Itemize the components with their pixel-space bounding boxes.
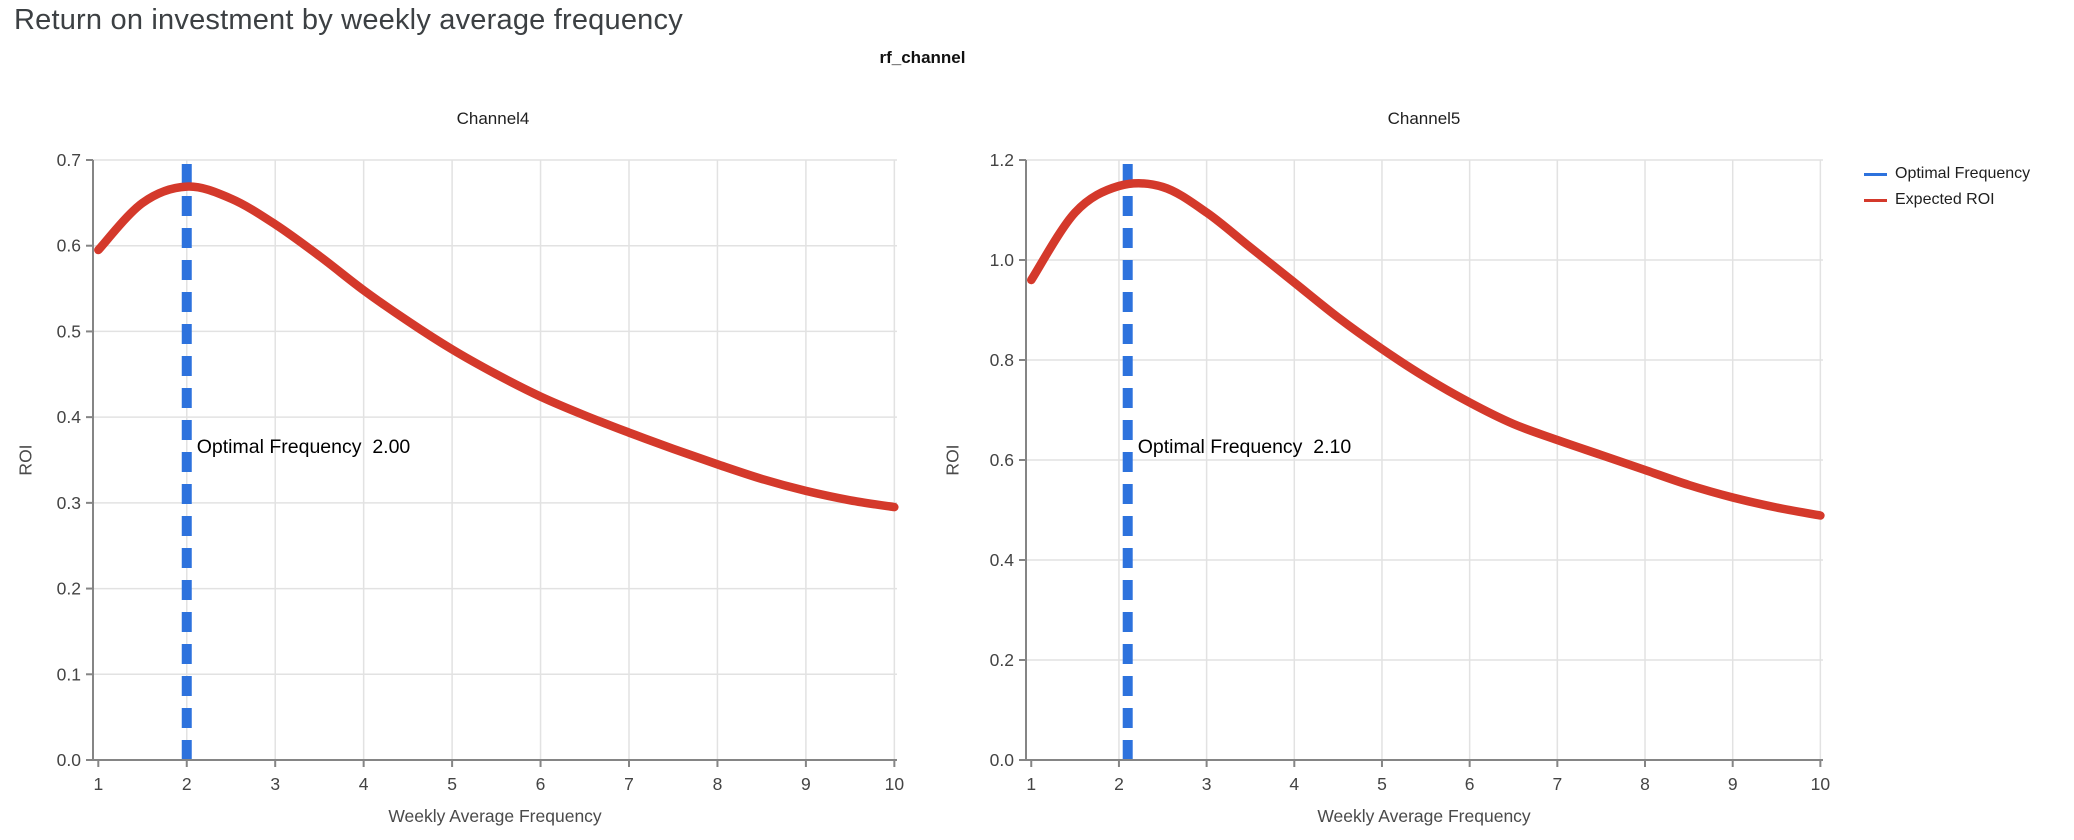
svg-text:0.7: 0.7 [57, 150, 81, 170]
svg-text:7: 7 [1552, 774, 1562, 794]
svg-text:8: 8 [1640, 774, 1650, 794]
svg-text:0.6: 0.6 [990, 450, 1014, 470]
svg-text:0.0: 0.0 [990, 750, 1015, 770]
svg-text:5: 5 [447, 774, 457, 794]
optimal-frequency-line-swatch [1864, 172, 1887, 176]
svg-text:10: 10 [1811, 774, 1831, 794]
svg-text:1: 1 [1026, 774, 1036, 794]
svg-text:9: 9 [1728, 774, 1738, 794]
svg-text:0.1: 0.1 [57, 664, 81, 684]
svg-text:2: 2 [182, 774, 192, 794]
svg-text:10: 10 [885, 774, 905, 794]
legend-item-expected-roi[interactable]: Expected ROI [1864, 187, 2030, 213]
legend-label: Optimal Frequency [1895, 165, 2031, 182]
subplot-title-channel4: Channel4 [456, 109, 530, 128]
svg-text:9: 9 [801, 774, 811, 794]
y-axis-label-right: ROI [942, 444, 963, 476]
svg-text:7: 7 [624, 774, 634, 794]
svg-text:0.2: 0.2 [57, 579, 81, 599]
x-axis-label-right: Weekly Average Frequency [1317, 806, 1531, 826]
svg-text:4: 4 [1289, 774, 1299, 794]
svg-text:1.0: 1.0 [990, 250, 1015, 270]
expected-roi-line-swatch [1864, 198, 1887, 202]
y-axis-label-left: ROI [15, 444, 36, 476]
svg-text:2: 2 [1114, 774, 1124, 794]
svg-text:1.2: 1.2 [990, 150, 1014, 170]
svg-text:0.6: 0.6 [57, 236, 81, 256]
svg-text:6: 6 [536, 774, 546, 794]
svg-text:0.5: 0.5 [57, 321, 81, 341]
svg-text:6: 6 [1465, 774, 1475, 794]
facet-group-title: rf_channel [879, 48, 966, 67]
svg-text:0.8: 0.8 [990, 350, 1014, 370]
x-axis-label-left: Weekly Average Frequency [388, 806, 602, 826]
svg-text:0.3: 0.3 [57, 493, 81, 513]
subplot-title-channel5: Channel5 [1387, 109, 1461, 128]
legend-item-optimal-frequency[interactable]: Optimal Frequency [1864, 161, 2030, 187]
svg-text:3: 3 [1202, 774, 1212, 794]
svg-text:0.0: 0.0 [57, 750, 82, 770]
legend-label: Expected ROI [1895, 191, 1995, 208]
svg-text:3: 3 [270, 774, 280, 794]
optimal-frequency-annotation-channel5: Optimal Frequency 2.10 [1137, 436, 1352, 458]
svg-text:8: 8 [713, 774, 723, 794]
svg-text:5: 5 [1377, 774, 1387, 794]
svg-text:4: 4 [359, 774, 369, 794]
svg-text:1: 1 [93, 774, 103, 794]
svg-text:0.4: 0.4 [57, 407, 82, 427]
legend: Optimal Frequency Expected ROI [1864, 161, 2030, 213]
svg-text:0.4: 0.4 [990, 550, 1015, 570]
optimal-frequency-annotation-channel4: Optimal Frequency 2.00 [196, 436, 411, 458]
page-title: Return on investment by weekly average f… [14, 4, 683, 36]
svg-text:0.2: 0.2 [990, 650, 1014, 670]
